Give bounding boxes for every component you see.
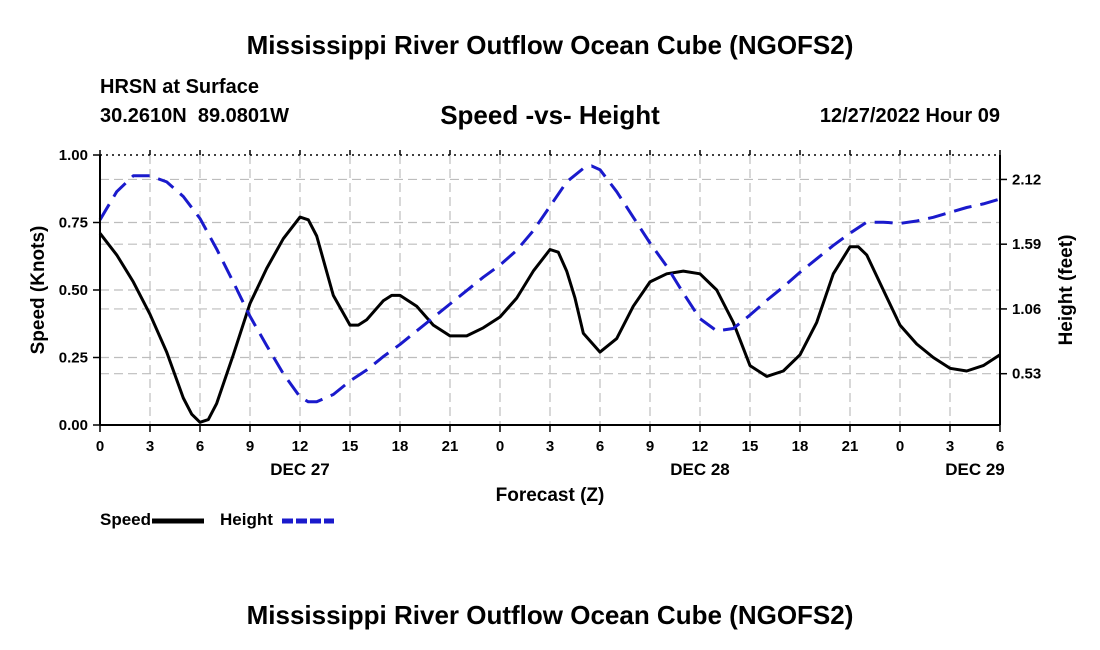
series-line-height [98, 164, 1001, 404]
footer-title: Mississippi River Outflow Ocean Cube (NG… [246, 600, 854, 630]
x-tick-label: 12 [692, 438, 709, 455]
legend-label-speed: Speed [100, 510, 151, 529]
coordinates-label: 30.2610N 89.0801W [100, 105, 290, 127]
date-label: DEC 28 [670, 460, 730, 479]
date-label: DEC 29 [945, 460, 1005, 479]
y2-tick-label: 1.06 [1012, 301, 1041, 318]
date-hour-label: 12/27/2022 Hour 09 [819, 105, 1000, 127]
main-title: Mississippi River Outflow Ocean Cube (NG… [246, 30, 854, 60]
grid-lines [100, 155, 1000, 425]
x-tick-label: 3 [146, 438, 154, 455]
x-tick-label: 9 [246, 438, 254, 455]
x-tick-label: 21 [842, 438, 859, 455]
x-tick-label: 3 [946, 438, 954, 455]
date-label: DEC 27 [270, 460, 330, 479]
chart-subtitle: Speed -vs- Height [440, 100, 660, 130]
x-axis-title: Forecast (Z) [496, 485, 605, 506]
station-label: HRSN at Surface [100, 76, 259, 98]
x-tick-label: 6 [596, 438, 604, 455]
x-tick-label: 0 [896, 438, 904, 455]
y-tick-label: 0.25 [59, 350, 88, 367]
legend-label-height: Height [220, 510, 273, 529]
y-tick-label: 0.00 [59, 417, 88, 434]
x-tick-label: 0 [96, 438, 104, 455]
tick-marks [93, 150, 1007, 432]
x-tick-label: 0 [496, 438, 504, 455]
y-tick-label: 0.50 [59, 282, 88, 299]
x-tick-label: 15 [742, 438, 759, 455]
series-line-speed [98, 215, 1001, 424]
x-tick-label: 18 [792, 438, 809, 455]
series-layer [98, 164, 1001, 424]
y-axis-title: Speed (Knots) [28, 226, 49, 355]
x-tick-label: 3 [546, 438, 554, 455]
y2-tick-label: 2.12 [1012, 171, 1041, 188]
x-tick-label: 15 [342, 438, 359, 455]
x-tick-label: 18 [392, 438, 409, 455]
x-tick-label: 21 [442, 438, 459, 455]
y2-axis-title: Height (feet) [1056, 235, 1077, 346]
axis-labels: 0 3 6 9 12 15 18 21 0 3 6 9 12 15 18 21 0 3 6 0.00 0.25 0.50 0… [28, 147, 1077, 506]
y-tick-label: 0.75 [59, 215, 88, 232]
y2-tick-label: 0.53 [1012, 366, 1041, 383]
legend: Speed Height [100, 510, 334, 529]
x-tick-label: 12 [292, 438, 309, 455]
y-tick-label: 1.00 [59, 147, 88, 164]
x-tick-label: 6 [996, 438, 1004, 455]
y2-tick-label: 1.59 [1012, 236, 1041, 253]
x-tick-label: 6 [196, 438, 204, 455]
x-tick-label: 9 [646, 438, 654, 455]
